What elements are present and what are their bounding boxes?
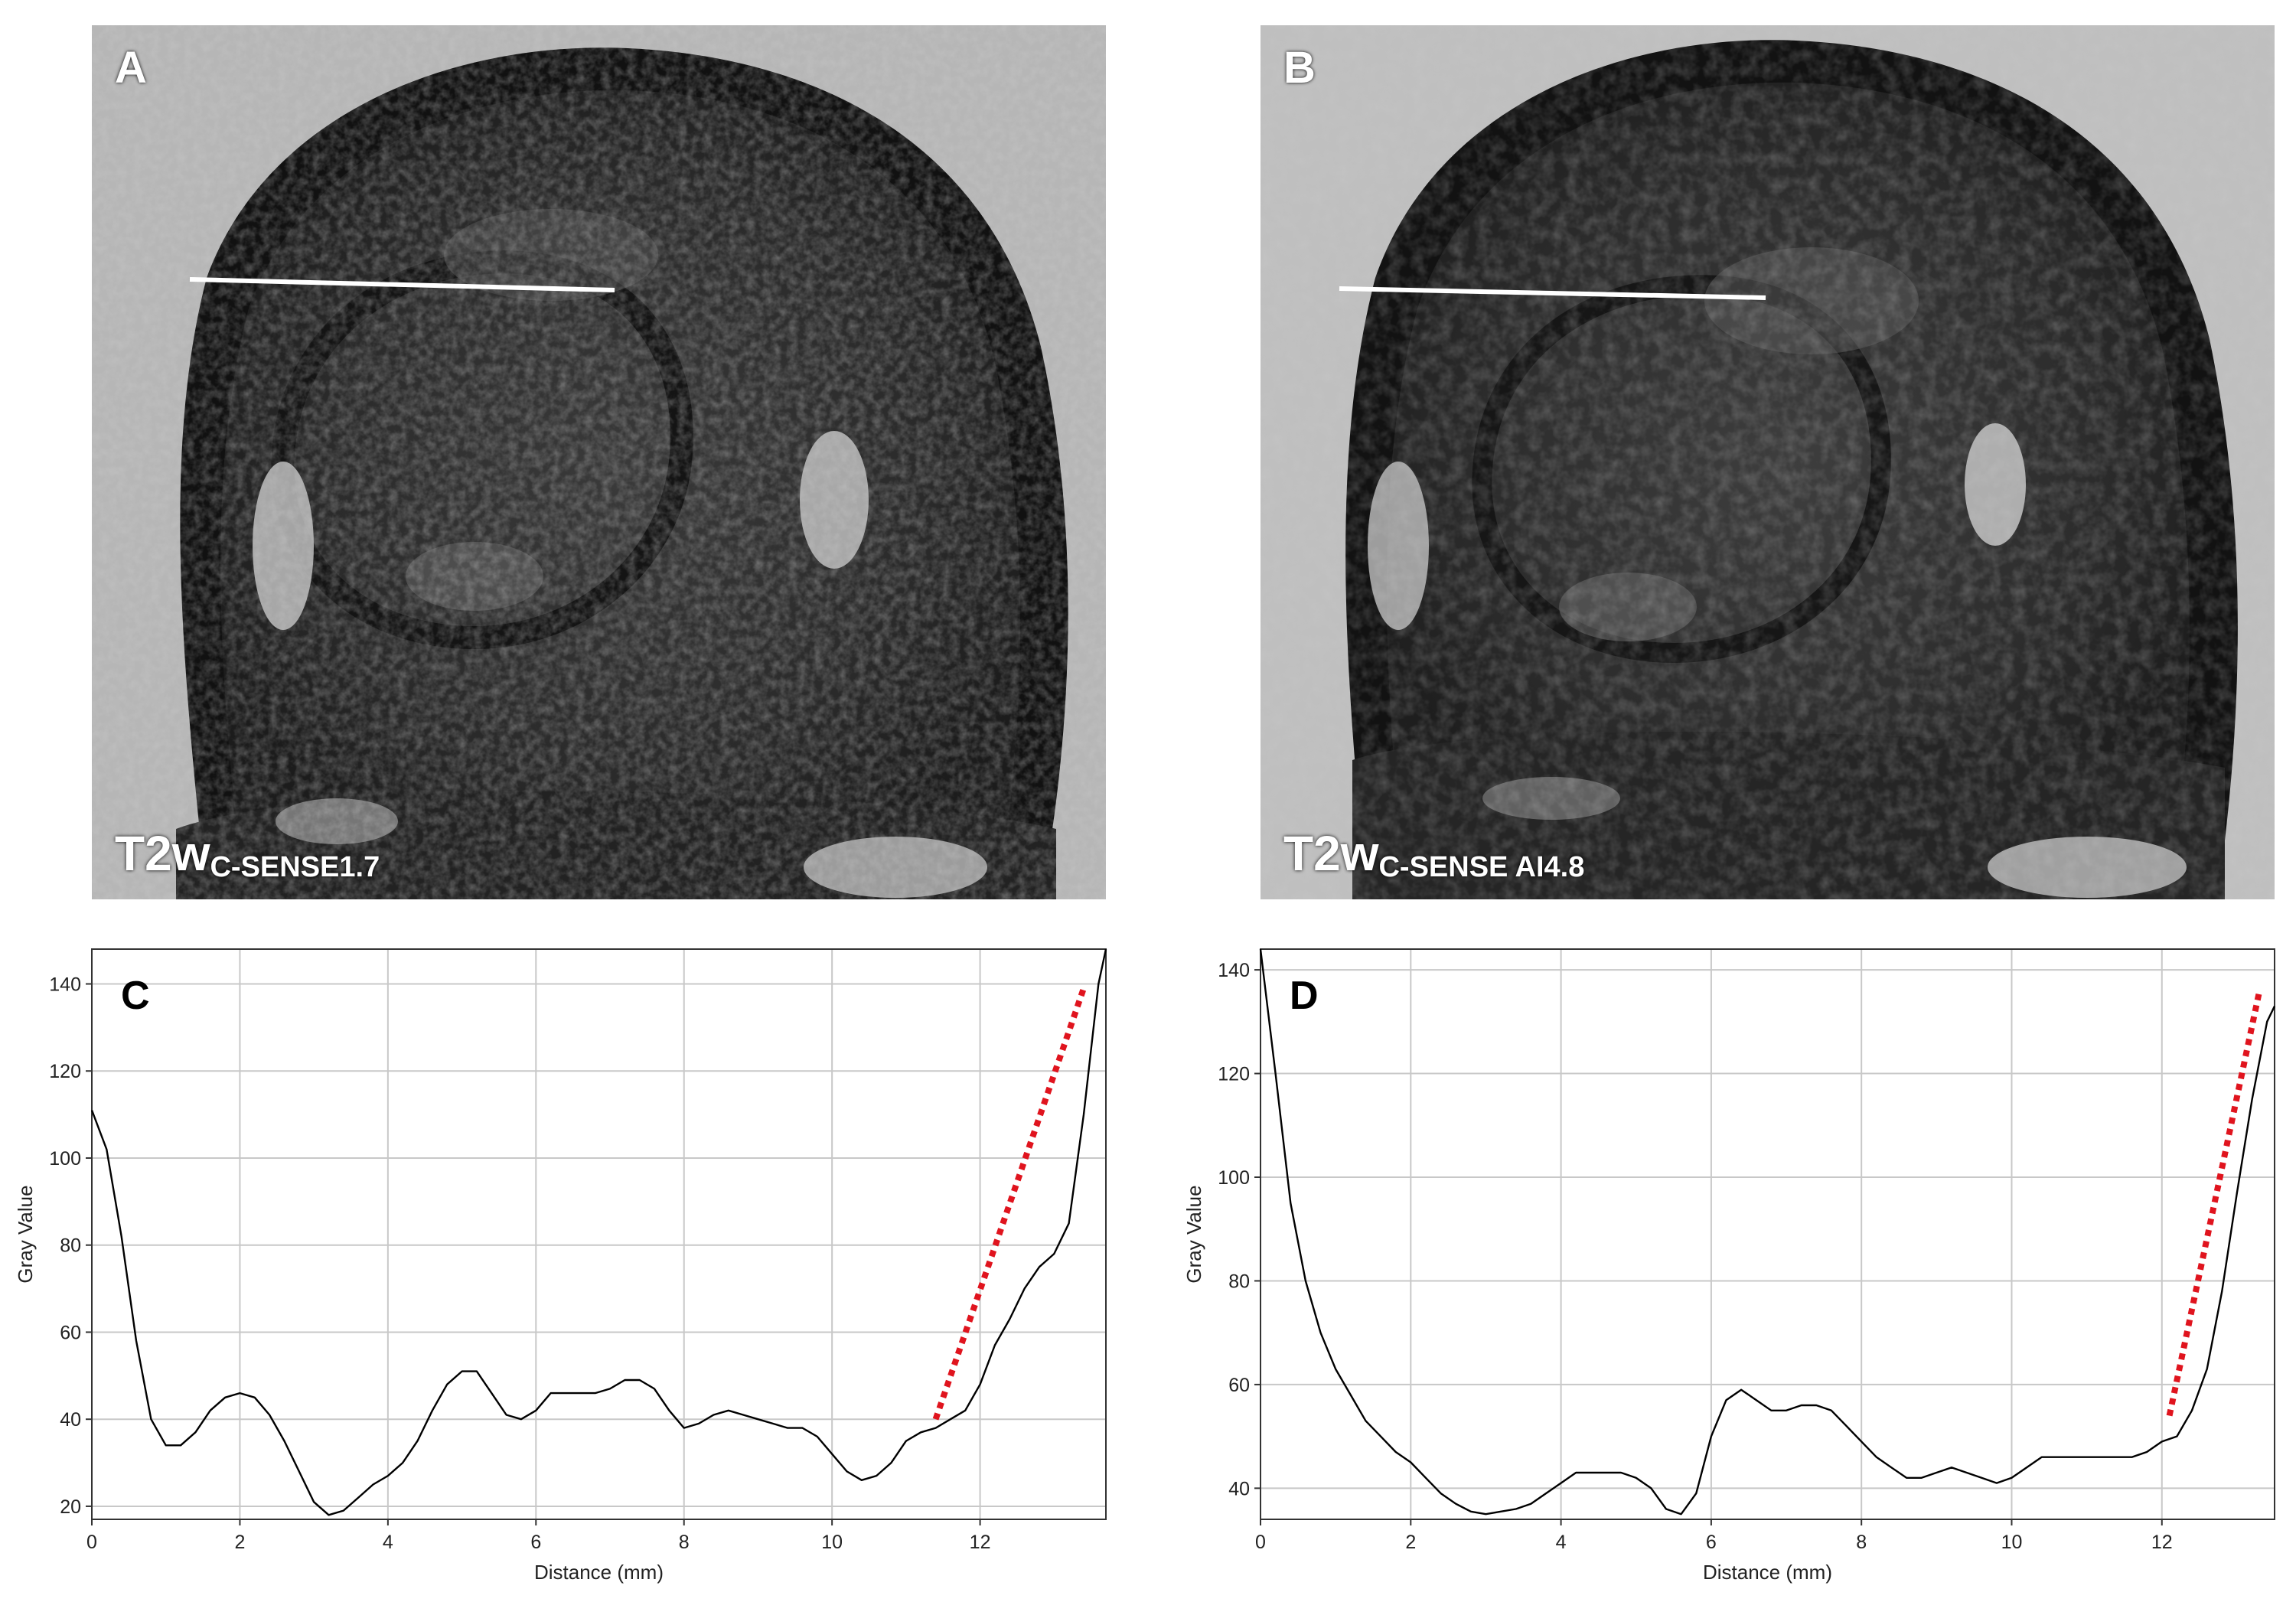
x-tick-label-4: 8 bbox=[1856, 1532, 1867, 1553]
y-tick-label-2: 60 bbox=[60, 1322, 81, 1343]
chart-letter-d: D bbox=[1290, 974, 1319, 1018]
mri-panel-a: A T2wC-SENSE1.7 bbox=[92, 25, 1106, 899]
sequence-label-b-main: T2w bbox=[1283, 826, 1379, 881]
x-tick-label-0: 0 bbox=[1255, 1532, 1266, 1553]
y-tick-label-0: 40 bbox=[1228, 1478, 1250, 1499]
y-tick-label-4: 100 bbox=[49, 1148, 81, 1170]
x-axis-title-d: Distance (mm) bbox=[1703, 1561, 1832, 1584]
y-tick-label-6: 140 bbox=[49, 974, 81, 995]
x-tick-label-1: 2 bbox=[1405, 1532, 1416, 1553]
y-tick-label-0: 20 bbox=[60, 1496, 81, 1518]
y-tick-label-3: 80 bbox=[60, 1235, 81, 1257]
y-tick-label-5: 120 bbox=[49, 1061, 81, 1082]
x-tick-label-4: 8 bbox=[679, 1532, 690, 1553]
profile-chart-d: 0 2 4 6 8 10 12 40 60 80 100 120 140 Distance (mm) Gra… bbox=[1182, 948, 2276, 1584]
profile-line-c bbox=[90, 948, 1107, 1516]
x-tick-label-3: 6 bbox=[1706, 1532, 1717, 1553]
sequence-label-b: T2wC-SENSE AI4.8 bbox=[1283, 825, 1584, 884]
y-tick-label-5: 140 bbox=[1218, 960, 1250, 981]
profile-chart-c: 0 2 4 6 8 10 12 20 40 60 80 100 120 140 Distance (mm) G… bbox=[14, 948, 1107, 1584]
x-tick-label-6: 12 bbox=[970, 1532, 991, 1553]
sequence-label-a-main: T2w bbox=[115, 826, 210, 881]
plot-frame-d bbox=[1260, 948, 2275, 1520]
sequence-label-a-sub: C-SENSE1.7 bbox=[210, 851, 380, 883]
y-axis-title-d: Gray Value bbox=[1182, 1185, 1205, 1283]
x-tick-label-6: 12 bbox=[2151, 1532, 2173, 1553]
roi-line-a bbox=[189, 277, 615, 292]
slope-line-d bbox=[2166, 990, 2263, 1417]
mri-image-a bbox=[92, 25, 1106, 899]
x-tick-label-5: 10 bbox=[821, 1532, 843, 1553]
y-tick-label-3: 100 bbox=[1218, 1167, 1250, 1189]
mri-panel-b: B T2wC-SENSE AI4.8 bbox=[1261, 25, 2275, 899]
profile-line-d bbox=[1259, 948, 2276, 1516]
x-tick-label-3: 6 bbox=[530, 1532, 541, 1553]
mri-image-b bbox=[1261, 25, 2275, 899]
x-tick-label-0: 0 bbox=[86, 1532, 97, 1553]
panel-letter-b: B bbox=[1283, 43, 1316, 93]
x-tick-label-2: 4 bbox=[383, 1532, 393, 1553]
panel-letter-a: A bbox=[115, 43, 147, 93]
y-tick-label-2: 80 bbox=[1228, 1271, 1250, 1292]
x-tick-label-5: 10 bbox=[2001, 1532, 2023, 1553]
slope-line-c bbox=[932, 987, 1087, 1421]
sequence-label-a: T2wC-SENSE1.7 bbox=[115, 825, 380, 884]
y-tick-label-4: 120 bbox=[1218, 1064, 1250, 1085]
x-tick-label-1: 2 bbox=[234, 1532, 245, 1553]
roi-line-b bbox=[1339, 286, 1766, 300]
y-tick-label-1: 40 bbox=[60, 1409, 81, 1431]
y-tick-label-1: 60 bbox=[1228, 1375, 1250, 1396]
chart-letter-c: C bbox=[121, 974, 150, 1018]
plot-frame-c bbox=[91, 948, 1107, 1520]
x-tick-label-2: 4 bbox=[1556, 1532, 1567, 1553]
sequence-label-b-sub: C-SENSE AI4.8 bbox=[1378, 851, 1585, 883]
x-axis-title-c: Distance (mm) bbox=[534, 1561, 664, 1584]
y-axis-title-c: Gray Value bbox=[14, 1185, 37, 1283]
